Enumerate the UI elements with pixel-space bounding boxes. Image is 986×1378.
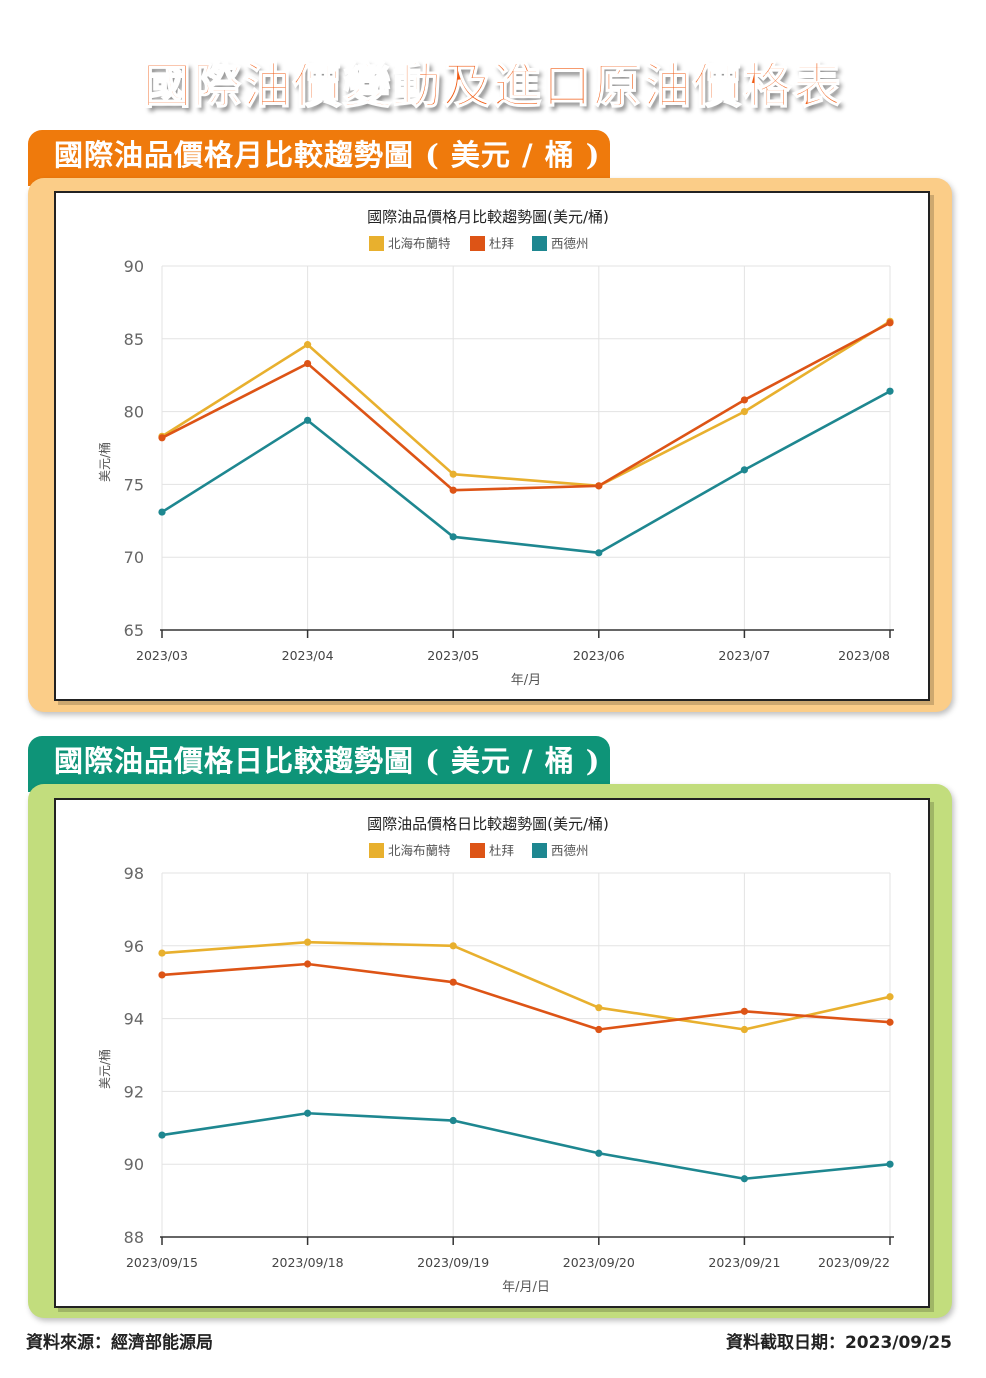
data-date: 資料截取日期：2023/09/25 <box>725 1333 952 1353</box>
x-tick-label: 2023/09/15 <box>126 1255 198 1270</box>
legend-label: 西德州 <box>551 236 589 251</box>
legend-label: 北海布蘭特 <box>388 843 451 858</box>
data-point <box>449 1116 457 1125</box>
data-point <box>449 942 457 950</box>
y-tick-label: 70 <box>124 548 144 567</box>
data-point <box>886 993 894 1001</box>
x-tick-label: 2023/06 <box>573 648 625 663</box>
data-point <box>740 466 749 474</box>
y-axis-label: 美元/桶 <box>97 1049 112 1089</box>
y-tick-label: 65 <box>124 621 144 640</box>
y-tick-label: 75 <box>124 475 144 494</box>
data-point <box>595 482 603 490</box>
legend-swatch <box>369 236 384 251</box>
monthly-section-header: 國際油品價格月比較趨勢圖 ( 美元 / 桶 ) <box>28 130 610 186</box>
x-tick-label: 2023/04 <box>282 648 334 663</box>
x-tick-label: 2023/05 <box>427 648 479 663</box>
legend-swatch <box>369 843 384 858</box>
y-tick-label: 94 <box>124 1010 144 1029</box>
series-line-1 <box>161 940 891 1031</box>
x-tick-label: 2023/09/19 <box>417 1255 489 1270</box>
series-line-3 <box>161 390 891 555</box>
legend-swatch <box>532 843 547 858</box>
data-point <box>886 387 894 395</box>
y-tick-label: 80 <box>124 403 144 422</box>
data-point <box>886 1160 894 1168</box>
x-tick-label: 2023/09/18 <box>272 1255 344 1270</box>
data-point <box>886 1018 894 1026</box>
data-point <box>158 1131 166 1139</box>
legend-label: 杜拜 <box>489 843 514 858</box>
data-point <box>740 1175 749 1183</box>
data-point <box>740 1007 749 1015</box>
data-point <box>449 978 457 986</box>
data-point <box>158 949 166 957</box>
chart-title: 國際油品價格月比較趨勢圖(美元/桶) <box>367 208 609 226</box>
x-tick-label: 2023/09/20 <box>563 1255 635 1270</box>
series-line-2 <box>161 962 891 1031</box>
monthly-price-chart: 國際油品價格月比較趨勢圖(美元/桶) 北海布蘭特 杜拜 西德州 65 70 75 80 85 90… <box>97 208 894 688</box>
data-point <box>158 434 166 442</box>
y-tick-label: 90 <box>124 1155 144 1174</box>
data-point <box>595 1149 603 1157</box>
monthly-chart-panel: 國際油品價格月比較趨勢圖(美元/桶) 北海布蘭特 杜拜 西德州 65 70 75 80 85 90… <box>54 191 930 701</box>
x-tick-label: 2023/07 <box>718 648 770 663</box>
daily-chart-panel: 國際油品價格日比較趨勢圖(美元/桶) 北海布蘭特 杜拜 西德州 88 90 92 94 96 98… <box>54 798 930 1308</box>
y-axis-label: 美元/桶 <box>97 442 112 482</box>
data-point <box>158 971 166 979</box>
data-point <box>740 408 749 416</box>
data-point <box>304 416 312 424</box>
data-point <box>449 470 457 478</box>
y-tick-label: 85 <box>124 330 144 349</box>
data-point <box>595 1004 603 1012</box>
data-point <box>449 486 457 494</box>
data-point <box>740 1025 749 1034</box>
legend-label: 西德州 <box>551 843 589 858</box>
daily-section-header: 國際油品價格日比較趨勢圖 ( 美元 / 桶 ) <box>28 736 610 792</box>
series-line-3 <box>161 1111 891 1181</box>
data-point <box>449 533 457 541</box>
series-line-1 <box>161 320 891 488</box>
x-axis-label: 年/月/日 <box>502 1280 550 1295</box>
data-point <box>158 508 166 516</box>
legend-label: 北海布蘭特 <box>388 236 451 251</box>
y-tick-label: 92 <box>124 1082 144 1101</box>
legend-swatch <box>532 236 547 251</box>
x-tick-label: 2023/08 <box>838 648 890 663</box>
data-point <box>740 396 749 404</box>
y-tick-label: 88 <box>124 1228 144 1247</box>
x-tick-label: 2023/03 <box>136 648 188 663</box>
data-source: 資料來源：經濟部能源局 <box>26 1333 213 1353</box>
y-tick-label: 98 <box>124 864 144 883</box>
data-point <box>304 1109 312 1117</box>
y-tick-label: 96 <box>124 937 144 956</box>
legend-label: 杜拜 <box>489 236 514 251</box>
data-point <box>304 341 312 349</box>
page-title: 國際油價變動及進口原油價格表 <box>142 57 843 115</box>
legend-swatch <box>470 236 485 251</box>
y-tick-label: 90 <box>124 257 144 276</box>
data-point <box>886 319 894 327</box>
data-point <box>304 359 312 368</box>
data-point <box>595 1025 603 1034</box>
daily-price-chart: 國際油品價格日比較趨勢圖(美元/桶) 北海布蘭特 杜拜 西德州 88 90 92 94 96 98… <box>97 815 894 1295</box>
x-tick-label: 2023/09/21 <box>708 1255 780 1270</box>
data-point <box>304 938 312 946</box>
x-axis-label: 年/月 <box>511 673 541 688</box>
x-tick-label: 2023/09/22 <box>818 1255 890 1270</box>
data-point <box>595 549 603 557</box>
series-line-2 <box>161 321 891 492</box>
chart-title: 國際油品價格日比較趨勢圖(美元/桶) <box>367 815 609 833</box>
data-point <box>304 960 312 968</box>
legend-swatch <box>470 843 485 858</box>
